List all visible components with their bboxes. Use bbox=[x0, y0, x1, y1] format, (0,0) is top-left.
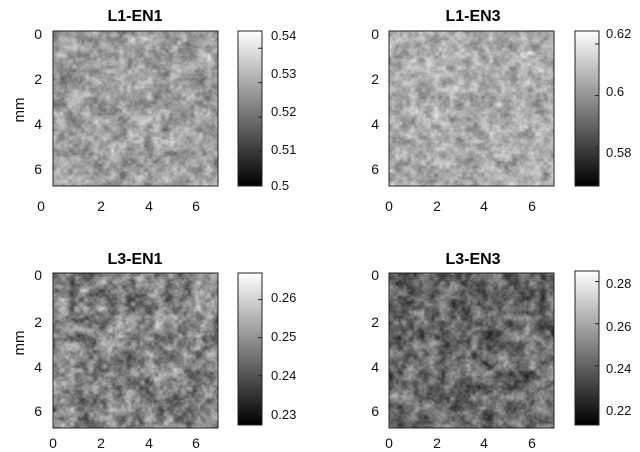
panel-l3-en3: L3-EN3 0 2 4 6 0 2 4 6 0.28 0.26 0.24 0.… bbox=[371, 251, 631, 451]
y-tick-label: 6 bbox=[371, 161, 379, 177]
x-tick-label: 4 bbox=[480, 198, 488, 214]
panel-l1-en3: L1-EN3 0 2 4 6 0 2 4 6 0.62 0.6 0.58 bbox=[371, 8, 631, 214]
x-tick-label: 2 bbox=[433, 198, 441, 214]
x-tick-label: 2 bbox=[97, 435, 105, 451]
colorbar-tick-label: 0.6 bbox=[606, 84, 624, 99]
y-tick-label: 2 bbox=[34, 314, 42, 330]
colorbar-tick-label: 0.22 bbox=[606, 403, 631, 418]
colorbar-tick-label: 0.25 bbox=[271, 329, 296, 344]
y-tick-label: 4 bbox=[371, 359, 379, 375]
x-tick-label: 4 bbox=[480, 435, 488, 451]
colorbar-tick-label: 0.58 bbox=[606, 145, 631, 160]
colorbar-tick-label: 0.26 bbox=[606, 319, 631, 334]
y-axis-label: mm bbox=[11, 331, 28, 356]
colorbar-tick-label: 0.62 bbox=[606, 26, 631, 41]
panel-l1-en1: L1-EN1 mm 0 2 4 6 0 2 4 6 0.54 0.53 0.52… bbox=[11, 8, 296, 214]
colorbar bbox=[238, 31, 262, 186]
x-tick-label: 6 bbox=[528, 435, 536, 451]
colorbar-tick-label: 0.28 bbox=[606, 276, 631, 291]
colorbar-tick-label: 0.24 bbox=[271, 368, 296, 383]
panel-title: L1-EN1 bbox=[107, 8, 162, 25]
x-tick-label: 4 bbox=[145, 435, 153, 451]
y-tick-label: 6 bbox=[34, 403, 42, 419]
y-axis-label: mm bbox=[11, 98, 28, 123]
x-tick-label: 6 bbox=[528, 198, 536, 214]
heatmap-image bbox=[53, 273, 218, 428]
x-tick-label: 0 bbox=[37, 198, 45, 214]
colorbar-tick-label: 0.51 bbox=[271, 142, 296, 157]
heatmap-image bbox=[389, 273, 554, 428]
colorbar-tick-label: 0.54 bbox=[271, 28, 296, 43]
colorbar bbox=[575, 271, 599, 425]
panel-title: L1-EN3 bbox=[445, 8, 500, 25]
colorbar-tick-label: 0.5 bbox=[271, 178, 289, 193]
y-tick-label: 4 bbox=[34, 116, 42, 132]
colorbar bbox=[238, 273, 262, 425]
y-tick-label: 6 bbox=[34, 161, 42, 177]
x-tick-label: 0 bbox=[385, 198, 393, 214]
x-tick-label: 4 bbox=[145, 198, 153, 214]
panel-title: L3-EN3 bbox=[445, 251, 500, 268]
y-tick-label: 4 bbox=[34, 359, 42, 375]
y-tick-label: 0 bbox=[34, 26, 42, 42]
x-tick-label: 2 bbox=[433, 435, 441, 451]
heatmap-image bbox=[53, 31, 218, 186]
colorbar-tick-label: 0.53 bbox=[271, 66, 296, 81]
colorbar-tick-label: 0.24 bbox=[606, 361, 631, 376]
y-tick-label: 0 bbox=[34, 267, 42, 283]
y-tick-label: 6 bbox=[371, 403, 379, 419]
panel-l3-en1: L3-EN1 mm 0 2 4 6 0 2 4 6 0.26 0.25 0.24… bbox=[11, 251, 296, 451]
x-tick-label: 6 bbox=[192, 198, 200, 214]
panel-title: L3-EN1 bbox=[107, 251, 162, 268]
colorbar bbox=[575, 31, 599, 186]
y-tick-label: 2 bbox=[371, 314, 379, 330]
colorbar-tick-label: 0.23 bbox=[271, 407, 296, 422]
y-tick-label: 0 bbox=[371, 267, 379, 283]
x-tick-label: 6 bbox=[192, 435, 200, 451]
heatmap-image bbox=[389, 31, 554, 186]
y-tick-label: 4 bbox=[371, 116, 379, 132]
y-tick-label: 2 bbox=[371, 71, 379, 87]
y-tick-label: 0 bbox=[371, 26, 379, 42]
x-tick-label: 0 bbox=[385, 435, 393, 451]
x-tick-label: 0 bbox=[49, 435, 57, 451]
y-tick-label: 2 bbox=[34, 71, 42, 87]
colorbar-tick-label: 0.52 bbox=[271, 104, 296, 119]
x-tick-label: 2 bbox=[97, 198, 105, 214]
colorbar-tick-label: 0.26 bbox=[271, 290, 296, 305]
